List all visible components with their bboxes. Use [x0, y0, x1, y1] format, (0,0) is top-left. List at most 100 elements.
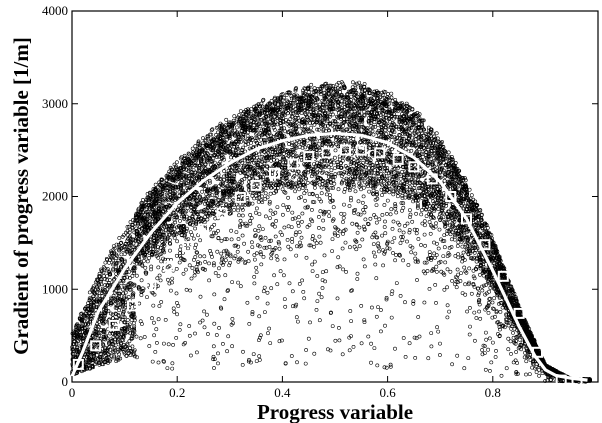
scatter-point: [359, 341, 364, 346]
scatter-point: [527, 372, 532, 377]
scatter-point: [122, 315, 127, 320]
scatter-point: [308, 320, 312, 325]
scatter-point: [508, 339, 513, 344]
scatter-point: [238, 225, 242, 230]
scatter-point: [297, 187, 302, 192]
scatter-point: [185, 183, 190, 188]
scatter-point: [257, 354, 262, 359]
scatter-point: [159, 259, 164, 264]
scatter-point: [434, 300, 438, 305]
scatter-point: [259, 128, 264, 133]
scatter-point: [288, 247, 293, 252]
scatter-point: [200, 189, 205, 194]
scatter-point: [262, 140, 267, 145]
scatter-point: [469, 291, 474, 296]
scatter-point: [245, 198, 250, 202]
scatter-point: [191, 196, 196, 201]
scatter-point: [355, 271, 360, 276]
scatter-point: [407, 230, 412, 235]
scatter-point: [243, 223, 248, 228]
scatter-point: [358, 140, 362, 145]
scatter-point: [299, 235, 304, 240]
scatter-point: [409, 250, 414, 255]
scatter-point: [106, 352, 111, 356]
scatter-point: [237, 213, 241, 218]
scatter-point: [367, 189, 372, 194]
scatter-point: [469, 193, 474, 198]
scatter-point: [302, 162, 307, 167]
scatter-point: [476, 293, 481, 298]
scatter-point: [420, 196, 425, 200]
scatter-point: [331, 119, 336, 124]
scatter-point: [214, 125, 219, 130]
scatter-point: [348, 198, 353, 203]
scatter-point: [483, 283, 488, 287]
scatter-point: [317, 291, 322, 296]
scatter-point: [321, 218, 326, 223]
scatter-point: [493, 355, 498, 359]
scatter-point: [328, 83, 333, 88]
scatter-point: [427, 220, 432, 224]
scatter-point: [275, 145, 280, 150]
scatter-point: [312, 200, 317, 205]
scatter-point: [252, 274, 257, 279]
scatter-point: [230, 316, 235, 321]
scatter-point: [445, 315, 450, 320]
scatter-point: [194, 175, 199, 180]
scatter-point: [109, 311, 113, 316]
scatter-point: [374, 314, 379, 319]
scatter-point: [362, 264, 367, 269]
scatter-point: [253, 233, 258, 238]
scatter-point: [264, 164, 269, 169]
scatter-point: [416, 139, 421, 144]
scatter-point: [486, 303, 491, 308]
scatter-point: [241, 145, 246, 150]
scatter-point: [215, 198, 220, 202]
scatter-point: [280, 170, 284, 175]
scatter-point: [259, 262, 264, 267]
scatter-point: [324, 269, 329, 274]
scatter-point: [393, 346, 397, 351]
scatter-point: [254, 206, 259, 211]
scatter-point: [376, 111, 381, 116]
scatter-point: [171, 306, 176, 311]
scatter-point: [428, 231, 433, 236]
scatter-point: [511, 330, 515, 335]
scatter-point: [349, 288, 354, 293]
scatter-point: [286, 195, 291, 200]
scatter-point: [340, 158, 345, 163]
scatter-point: [297, 178, 301, 183]
scatter-point: [374, 203, 379, 208]
scatter-point: [329, 174, 334, 179]
scatter-point: [285, 237, 290, 242]
scatter-point: [476, 291, 481, 296]
scatter-point: [375, 363, 380, 368]
scatter-point: [269, 256, 274, 261]
scatter-point: [255, 295, 260, 300]
scatter-point: [445, 303, 450, 308]
scatter-point: [185, 219, 190, 224]
scatter-point: [261, 97, 266, 102]
scatter-point: [272, 224, 277, 229]
scatter-point: [453, 253, 458, 258]
scatter-point: [458, 228, 463, 233]
scatter-point: [208, 159, 213, 164]
scatter-point: [333, 172, 338, 177]
scatter-point: [466, 282, 471, 287]
scatter-point: [267, 239, 272, 244]
scatter-point: [395, 194, 400, 199]
scatter-point: [401, 230, 406, 235]
scatter-point: [143, 265, 148, 270]
scatter-point: [225, 349, 230, 354]
scatter-point: [415, 205, 420, 210]
scatter-point: [429, 331, 434, 336]
scatter-point: [333, 122, 338, 126]
scatter-point: [456, 198, 461, 202]
scatter-point: [249, 240, 254, 245]
scatter-point: [340, 352, 345, 357]
scatter-point: [337, 171, 341, 176]
scatter-point: [147, 255, 152, 260]
scatter-point: [506, 336, 511, 341]
scatter-point: [499, 373, 504, 378]
